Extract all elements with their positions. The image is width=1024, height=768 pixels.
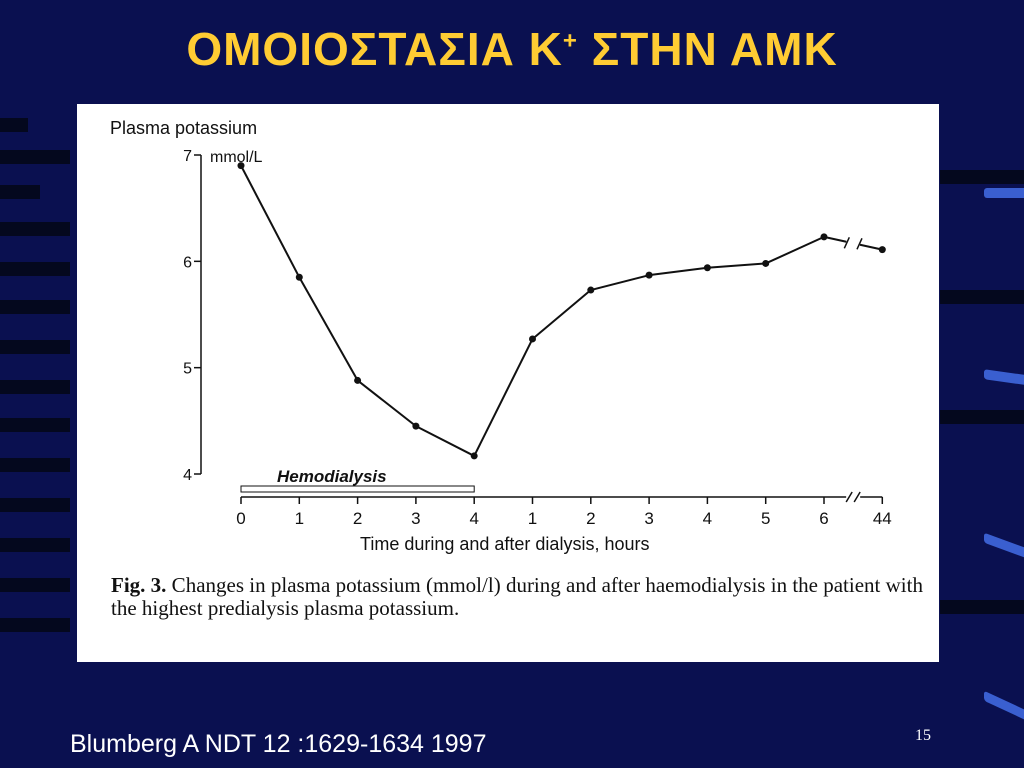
figure-panel: Plasma potassium mmol/L 4 5 6 7 0 1 2 3 4 1 2 3 4 5 6 4…: [77, 104, 939, 662]
x-axis-break-mark: [845, 491, 853, 503]
data-point: [412, 422, 420, 430]
y-tick-label: 4: [183, 467, 192, 484]
slide-title: ΟΜΟΙΟΣΤΑΣΙΑ Κ+ ΣΤΗΝ ΑΜΚ: [186, 23, 838, 75]
bg-stripe: [940, 600, 1024, 614]
x-tick-label: 5: [761, 509, 770, 528]
series-segment: [531, 289, 592, 340]
bg-stripe: [0, 185, 40, 199]
bg-accent: [984, 369, 1024, 385]
bg-stripe: [0, 300, 70, 314]
series-segment: [356, 379, 417, 427]
bg-stripe: [0, 262, 70, 276]
x-tick-label: 4: [469, 509, 478, 528]
series-segment: [590, 274, 650, 292]
bg-accent: [984, 188, 1024, 198]
data-point: [529, 335, 536, 343]
page-number: 15: [915, 727, 931, 744]
series-segment: [823, 235, 847, 243]
bg-stripe: [0, 618, 70, 632]
bg-stripe: [0, 380, 70, 394]
series-break-mark: [843, 236, 850, 249]
bg-stripe: [0, 118, 28, 132]
y-tick-label: 6: [183, 254, 192, 271]
bg-stripe: [0, 498, 70, 512]
bg-stripe: [940, 290, 1024, 304]
bg-stripe: [940, 410, 1024, 424]
data-point: [878, 246, 886, 254]
x-tick-label: 2: [353, 509, 362, 528]
hemodialysis-bar: [240, 485, 475, 493]
data-point: [237, 162, 245, 170]
series-segment: [473, 338, 534, 457]
citation-footer: Blumberg A NDT 12 :1629-1634 1997: [70, 730, 487, 758]
bg-stripe: [0, 458, 70, 472]
series-segment: [648, 266, 708, 277]
bg-stripe: [0, 578, 70, 592]
data-point: [354, 376, 362, 384]
series-segment: [415, 425, 475, 457]
hemodialysis-label: Hemodialysis: [277, 467, 387, 486]
x-tick-label: 2: [586, 509, 595, 528]
figure-label: Fig. 3.: [111, 573, 167, 597]
potassium-line-chart: Plasma potassium mmol/L 4 5 6 7 0 1 2 3 4 1 2 3 4 5 6 4…: [110, 118, 892, 554]
x-tick-label: 4: [703, 509, 712, 528]
x-tick-label: 1: [528, 509, 537, 528]
x-tick-label: 44: [873, 509, 892, 528]
chart-title: Plasma potassium: [110, 118, 257, 138]
data-point: [295, 273, 303, 281]
series-segment: [859, 243, 883, 251]
bg-accent: [984, 532, 1024, 558]
x-tick-label: 3: [644, 509, 653, 528]
bg-stripe: [940, 170, 1024, 184]
data-point: [703, 264, 711, 272]
bg-stripe: [0, 418, 70, 432]
data-point: [820, 233, 828, 241]
data-point: [587, 286, 595, 294]
series-segment: [707, 262, 766, 269]
y-unit-label: mmol/L: [210, 149, 263, 166]
series-break-mark: [856, 237, 863, 250]
data-point: [470, 452, 478, 460]
y-tick-label: 5: [183, 361, 192, 378]
series-segment: [298, 276, 359, 381]
series-segment: [240, 165, 301, 278]
caption-text: Changes in plasma potassium (mmol/l) dur…: [111, 573, 923, 620]
x-tick-label: 6: [819, 509, 828, 528]
bg-stripe: [0, 222, 70, 236]
bg-stripe: [0, 150, 70, 164]
bg-stripe: [0, 340, 70, 354]
bg-accent: [984, 690, 1024, 720]
bg-stripe: [0, 538, 70, 552]
data-point: [645, 271, 653, 279]
series-segment: [765, 235, 825, 265]
data-point: [762, 259, 770, 267]
x-tick-label: 1: [295, 509, 304, 528]
x-tick-label: 3: [411, 509, 420, 528]
x-axis-break-mark: [853, 491, 861, 503]
y-tick-label: 7: [183, 148, 192, 165]
x-tick-label: 0: [236, 509, 245, 528]
x-axis-label: Time during and after dialysis, hours: [360, 534, 649, 554]
figure-caption: Fig. 3. Changes in plasma potassium (mmo…: [111, 574, 923, 620]
